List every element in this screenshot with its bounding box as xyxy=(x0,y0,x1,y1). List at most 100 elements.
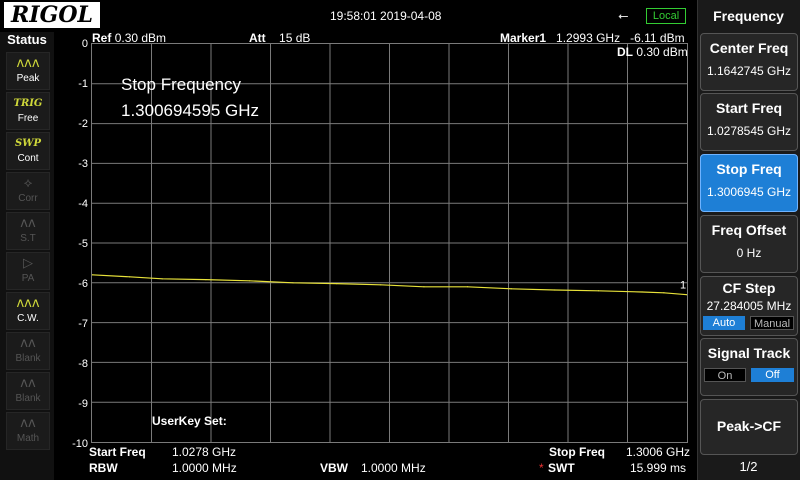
signal-track-on-toggle[interactable]: On xyxy=(704,368,746,382)
trace-point xyxy=(336,282,338,285)
status-item-c-w: ᴧᴧᴧ C.W. xyxy=(6,292,50,330)
signal-track-off-toggle[interactable]: Off xyxy=(751,368,794,382)
local-badge[interactable]: Local xyxy=(646,8,686,24)
ref-label: Ref xyxy=(92,31,112,45)
freq-offset-button[interactable]: Freq Offset 0 Hz xyxy=(700,215,798,273)
trace-point xyxy=(554,289,556,291)
trace-point xyxy=(641,291,643,293)
trace-point xyxy=(128,276,131,278)
start-freq-value: 1.0278 GHz xyxy=(172,445,237,459)
trace-point xyxy=(248,280,251,282)
signal-track-button[interactable]: Signal Track xyxy=(700,338,798,396)
y-axis-labels: 0 -1 -2 -3 -4 -5 -6 -7 -8 -9 -10 xyxy=(54,38,88,450)
math-icon: ᴧᴧ xyxy=(20,416,36,431)
swt-value: 15.999 ms xyxy=(630,461,687,475)
cw-icon: ᴧᴧᴧ xyxy=(16,296,40,311)
y-tick-label: 0 xyxy=(81,38,88,50)
signal-track-label: Signal Track xyxy=(707,345,791,361)
page-indicator[interactable]: 1/2 xyxy=(739,459,758,474)
overlay-title: Stop Frequency xyxy=(121,75,242,94)
marker-freq: 1.2993 GHz xyxy=(556,31,621,45)
marker-1-label: 1 xyxy=(680,280,686,292)
peak-to-cf-button[interactable]: Peak->CF xyxy=(700,399,798,455)
trace-point xyxy=(423,286,425,288)
usb-icon: ⭠ xyxy=(618,8,629,23)
pa-icon: ▷ xyxy=(23,256,33,271)
status-item-blank: ᴧᴧ Blank xyxy=(6,332,50,370)
y-tick-label: -5 xyxy=(78,238,88,250)
center-freq-label: Center Freq xyxy=(709,40,789,56)
status-item-label: Cont xyxy=(17,153,39,164)
corr-icon: ⟡ xyxy=(23,176,33,191)
y-tick-label: -6 xyxy=(78,278,88,290)
start-freq-label: Start Freq xyxy=(89,445,146,459)
start-freq-button[interactable]: Start Freq 1.0278545 GHz xyxy=(700,93,798,151)
overlay-value: 1.300694595 GHz xyxy=(121,101,259,120)
y-tick-label: -9 xyxy=(78,398,88,410)
trace-point xyxy=(663,292,665,294)
trace-point xyxy=(205,279,207,281)
cf-step-value: 27.284005 MHz xyxy=(706,299,792,313)
ref-readout: Ref 0.30 dBm xyxy=(92,31,166,45)
vbw-value: 1.0000 MHz xyxy=(361,461,426,475)
userkey-label: UserKey Set: xyxy=(152,414,227,428)
stop-freq-label: Stop Freq xyxy=(549,445,605,459)
menu-title: Frequency xyxy=(713,8,784,24)
status-item-label: S.T xyxy=(20,233,36,244)
status-item-label: Math xyxy=(16,433,40,444)
stop-freq-menu-value: 1.3006945 GHz xyxy=(706,185,792,199)
trace-point xyxy=(379,284,381,286)
trace-point xyxy=(161,278,163,280)
rbw-value: 1.0000 MHz xyxy=(172,461,237,475)
blank-icon: ᴧᴧ xyxy=(20,376,36,391)
brand-logo: RIGOL xyxy=(4,2,100,28)
status-item-label: Free xyxy=(17,113,39,124)
att-readout: Att 15 dB xyxy=(249,31,310,45)
status-item-label: PA xyxy=(21,273,35,284)
swt-label: SWT xyxy=(548,461,575,475)
status-item-free: TRIG Free xyxy=(6,92,50,130)
trace-point xyxy=(92,274,93,276)
vbw-label: VBW xyxy=(320,461,348,475)
trace-point xyxy=(466,286,469,288)
cf-step-auto-toggle[interactable]: Auto xyxy=(703,316,745,330)
trace-point xyxy=(597,290,600,292)
y-tick-label: -10 xyxy=(72,438,88,450)
trace-line xyxy=(92,274,687,296)
status-item-label: Blank xyxy=(15,353,41,364)
datetime: 19:58:01 2019-04-08 xyxy=(330,9,442,23)
stop-freq-button[interactable]: Stop Freq 1.3006945 GHz xyxy=(700,154,798,212)
trace-point xyxy=(510,288,512,290)
status-item-blank: ᴧᴧ Blank xyxy=(6,372,50,410)
cf-step-manual-toggle[interactable]: Manual xyxy=(750,316,794,330)
trig-icon: TRIG xyxy=(13,98,43,109)
swt-star: * xyxy=(539,461,544,475)
graticule: 1 xyxy=(91,43,688,443)
trace-point xyxy=(686,294,687,296)
swp-icon: SWP xyxy=(15,138,41,149)
st-icon: ᴧᴧ xyxy=(20,216,36,231)
peak-to-cf-label: Peak->CF xyxy=(716,418,782,434)
stop-freq-value: 1.3006 GHz xyxy=(626,445,691,459)
status-item-label: C.W. xyxy=(17,313,39,324)
dl-readout: DL 0.30 dBm xyxy=(617,45,688,59)
marker-label: Marker1 xyxy=(500,31,547,45)
status-item-corr: ⟡ Corr xyxy=(6,172,50,210)
center-freq-button[interactable]: Center Freq 1.1642745 GHz xyxy=(700,33,798,91)
top-bar xyxy=(0,0,697,32)
y-tick-label: -7 xyxy=(78,318,88,330)
dl-value: 0.30 dBm xyxy=(636,45,688,59)
status-item-s-t: ᴧᴧ S.T xyxy=(6,212,50,250)
status-item-math: ᴧᴧ Math xyxy=(6,412,50,450)
blank-icon: ᴧᴧ xyxy=(20,336,36,351)
marker-readout: Marker1 1.2993 GHz -6.11 dBm xyxy=(500,31,685,45)
start-freq-menu-label: Start Freq xyxy=(715,100,783,116)
status-item-label: Corr xyxy=(18,193,38,204)
status-item-pa: ▷ PA xyxy=(6,252,50,290)
freq-offset-value: 0 Hz xyxy=(736,246,762,260)
y-tick-label: -1 xyxy=(78,78,88,90)
cf-step-label: CF Step xyxy=(722,280,776,296)
status-item-label: Peak xyxy=(16,73,40,84)
dl-label: DL xyxy=(617,45,633,59)
att-label: Att xyxy=(249,31,266,45)
